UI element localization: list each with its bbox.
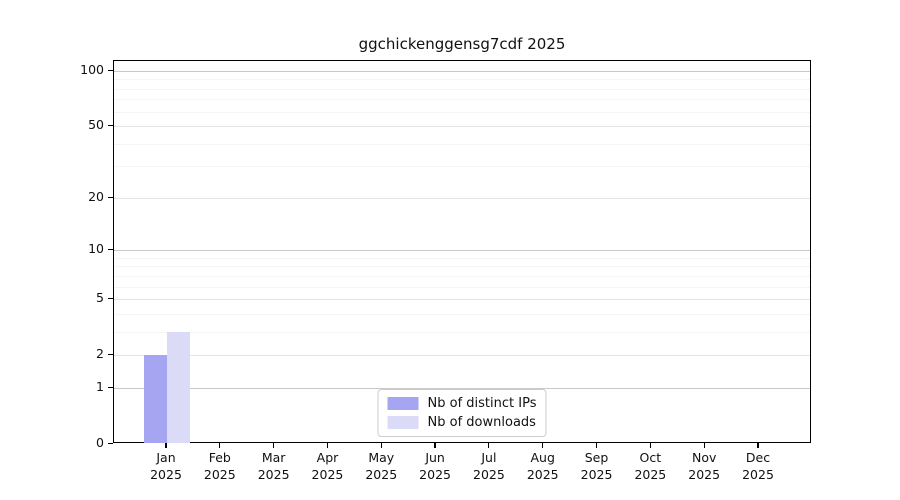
y-tick-mark <box>108 298 113 300</box>
y-tick-label: 5 <box>96 290 104 306</box>
plot-area <box>113 60 811 443</box>
x-tick-label: Apr 2025 <box>292 450 362 483</box>
y-tick-mark <box>108 354 113 356</box>
y-tick-label: 20 <box>88 188 104 204</box>
x-tick-mark <box>703 443 705 448</box>
x-tick-label: Feb 2025 <box>185 450 255 483</box>
x-tick-year: 2025 <box>526 466 559 482</box>
legend-label: Nb of downloads <box>427 415 536 430</box>
y-tick-mark <box>108 249 113 251</box>
x-tick-month: Apr <box>316 450 339 465</box>
y-gridline-minor <box>114 143 810 145</box>
y-gridline-minor <box>114 266 810 268</box>
x-tick-year: 2025 <box>580 466 613 482</box>
x-tick-month: Dec <box>745 450 771 465</box>
y-gridline-minor <box>114 257 810 259</box>
legend: Nb of distinct IPs Nb of downloads <box>377 389 547 437</box>
chart-title: ggchickenggensg7cdf 2025 <box>358 35 566 53</box>
x-tick-year: 2025 <box>419 466 451 482</box>
x-tick-mark <box>649 443 651 448</box>
x-tick-mark <box>219 443 221 448</box>
y-tick-label: 10 <box>88 241 104 257</box>
y-gridline-minor <box>114 313 810 315</box>
y-tick-mark <box>108 69 113 71</box>
x-tick-mark <box>757 443 759 448</box>
x-tick-year: 2025 <box>150 466 182 482</box>
x-tick-mark <box>542 443 544 448</box>
x-tick-year: 2025 <box>742 466 774 482</box>
y-tick-mark <box>108 443 113 445</box>
x-tick-month: Sep <box>584 450 609 465</box>
bar-distinct-ips <box>144 355 167 443</box>
y-tick-label: 1 <box>96 378 104 394</box>
x-tick-mark <box>273 443 275 448</box>
x-tick-mark <box>595 443 598 448</box>
y-gridline-minor <box>114 88 810 90</box>
x-tick-month: Aug <box>530 450 555 465</box>
legend-swatch-distinct-ips <box>387 397 419 410</box>
x-tick-mark <box>488 443 490 448</box>
y-tick-mark <box>108 125 113 127</box>
y-tick-label: 50 <box>88 117 104 133</box>
x-tick-year: 2025 <box>311 466 344 482</box>
x-tick-label: Oct 2025 <box>615 450 685 483</box>
y-gridline-major <box>114 70 810 72</box>
y-gridline-major <box>114 126 810 128</box>
bar-downloads <box>167 331 190 443</box>
x-tick-month: Jul <box>481 450 497 465</box>
y-tick-mark <box>108 386 113 389</box>
y-gridline-major <box>114 299 810 301</box>
y-gridline-minor <box>114 111 810 113</box>
y-gridline-minor <box>114 286 810 288</box>
y-gridline-minor <box>114 79 810 81</box>
y-gridline-minor <box>114 331 810 333</box>
x-tick-year: 2025 <box>365 466 398 482</box>
x-tick-mark <box>434 443 436 448</box>
x-tick-label: Aug 2025 <box>508 450 578 483</box>
y-tick-label: 100 <box>80 61 104 77</box>
x-tick-month: Jan <box>156 450 176 465</box>
legend-item-distinct-ips: Nb of distinct IPs <box>387 396 537 411</box>
y-tick-label: 0 <box>96 435 104 450</box>
y-tick-label: 2 <box>96 346 104 362</box>
y-gridline-major <box>114 197 810 199</box>
y-gridline-minor <box>114 275 810 277</box>
x-tick-mark <box>380 443 382 448</box>
x-tick-label: May 2025 <box>346 450 416 483</box>
y-gridline-major <box>114 387 810 389</box>
x-tick-label: Dec 2025 <box>723 450 793 483</box>
x-tick-label: Nov 2025 <box>669 450 739 483</box>
x-tick-mark <box>326 443 329 448</box>
x-tick-month: May <box>368 450 395 465</box>
x-tick-mark <box>165 443 167 448</box>
x-tick-year: 2025 <box>634 466 667 482</box>
y-tick-mark <box>108 196 113 198</box>
x-tick-month: Feb <box>208 450 231 465</box>
x-tick-label: Jul 2025 <box>454 450 524 483</box>
x-tick-year: 2025 <box>473 466 505 482</box>
legend-label: Nb of distinct IPs <box>427 396 537 411</box>
x-tick-year: 2025 <box>203 466 236 482</box>
x-tick-year: 2025 <box>257 466 290 482</box>
x-tick-year: 2025 <box>688 466 721 482</box>
y-gridline-major <box>114 250 810 252</box>
x-tick-month: Nov <box>691 450 717 465</box>
legend-swatch-downloads <box>387 416 419 429</box>
x-tick-month: Mar <box>261 450 286 465</box>
x-tick-label: Mar 2025 <box>239 450 309 483</box>
x-tick-label: Jan 2025 <box>131 450 201 483</box>
y-gridline-minor <box>114 166 810 168</box>
x-tick-label: Jun 2025 <box>400 450 470 483</box>
y-gridline-major <box>114 355 810 357</box>
y-gridline-minor <box>114 99 810 101</box>
legend-item-downloads: Nb of downloads <box>387 415 537 430</box>
x-tick-label: Sep 2025 <box>562 450 632 483</box>
x-tick-month: Jun <box>425 450 445 465</box>
x-tick-month: Oct <box>639 450 662 465</box>
